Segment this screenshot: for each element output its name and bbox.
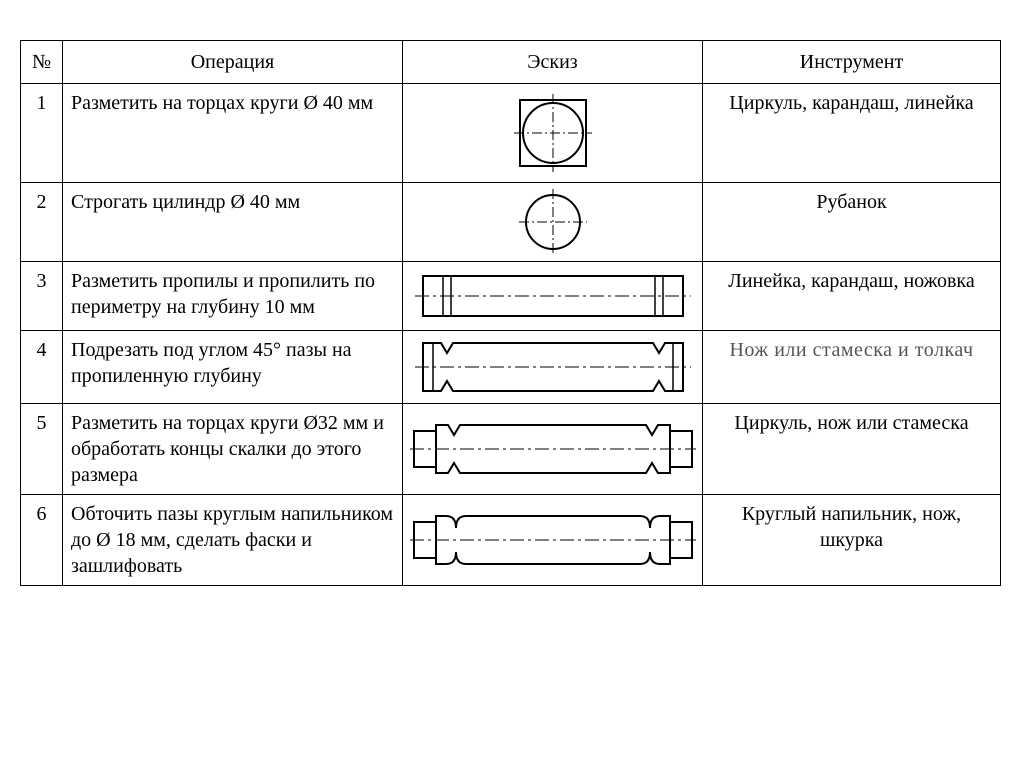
cell-num: 4 [21, 331, 63, 404]
cell-operation: Разметить пропилы и пропилить по перимет… [63, 262, 403, 331]
cell-sketch [403, 404, 703, 495]
sketch-cylinder-endcaps-round-icon [408, 508, 698, 572]
cell-tool: Циркуль, карандаш, линейка [703, 84, 1001, 183]
cell-operation: Разметить на торцах круги Ø32 мм и обраб… [63, 404, 403, 495]
cell-operation: Обточить пазы круглым напильником до Ø 1… [63, 495, 403, 586]
sketch-circle-in-square-icon [508, 88, 598, 178]
cell-sketch [403, 331, 703, 404]
cell-tool: Рубанок [703, 183, 1001, 262]
table-row: 5 Разметить на торцах круги Ø32 мм и обр… [21, 404, 1001, 495]
col-tool: Инструмент [703, 41, 1001, 84]
cell-sketch [403, 84, 703, 183]
col-num: № [21, 41, 63, 84]
sketch-circle-crosshair-icon [513, 187, 593, 257]
cell-tool: Линейка, карандаш, ножовка [703, 262, 1001, 331]
cell-sketch [403, 262, 703, 331]
cell-num: 3 [21, 262, 63, 331]
table-row: 2 Строгать цилиндр Ø 40 мм Рубанок [21, 183, 1001, 262]
cell-operation: Подрезать под углом 45° пазы на пропилен… [63, 331, 403, 404]
sketch-cylinder-slots-icon [413, 266, 693, 326]
table-row: 6 Обточить пазы круглым напильником до Ø… [21, 495, 1001, 586]
sketch-cylinder-endcaps-v-icon [408, 417, 698, 481]
cell-tool: Круглый напильник, нож, шкурка [703, 495, 1001, 586]
table-row: 4 Подрезать под углом 45° пазы на пропил… [21, 331, 1001, 404]
operations-table: № Операция Эскиз Инструмент 1 Разметить … [20, 40, 1001, 586]
table-row: 3 Разметить пропилы и пропилить по перим… [21, 262, 1001, 331]
cell-num: 2 [21, 183, 63, 262]
cell-sketch [403, 495, 703, 586]
table-row: 1 Разметить на торцах круги Ø 40 мм Цирк… [21, 84, 1001, 183]
table-header-row: № Операция Эскиз Инструмент [21, 41, 1001, 84]
cell-tool: Нож или стамеска и толкач [703, 331, 1001, 404]
sketch-cylinder-vgroove-icon [413, 335, 693, 399]
col-sketch: Эскиз [403, 41, 703, 84]
cell-tool: Циркуль, нож или стамеска [703, 404, 1001, 495]
cell-num: 6 [21, 495, 63, 586]
cell-operation: Строгать цилиндр Ø 40 мм [63, 183, 403, 262]
cell-operation: Разметить на торцах круги Ø 40 мм [63, 84, 403, 183]
cell-num: 5 [21, 404, 63, 495]
cell-num: 1 [21, 84, 63, 183]
cell-sketch [403, 183, 703, 262]
col-operation: Операция [63, 41, 403, 84]
